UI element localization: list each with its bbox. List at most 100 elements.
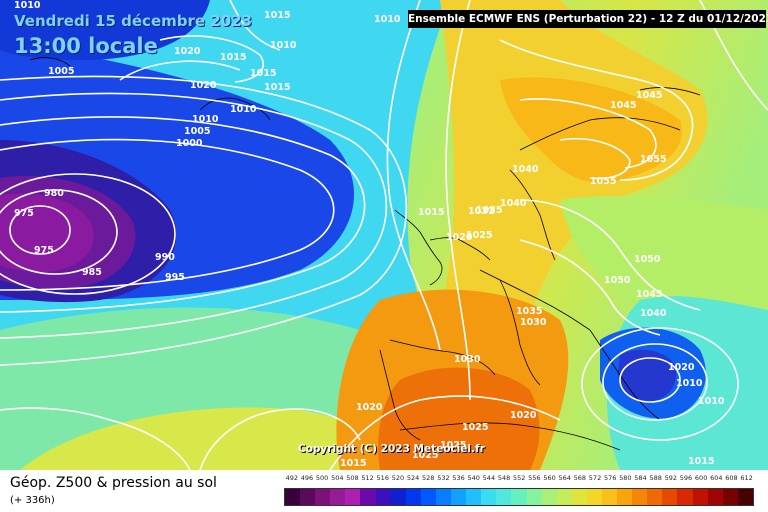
isobar-label: 1015: [688, 456, 714, 467]
scale-tick-label: 528: [422, 474, 435, 482]
isobar-label: 1015: [340, 458, 366, 469]
subtropical-deep-orange: [378, 367, 540, 470]
isobar-label: 1025: [440, 440, 466, 451]
isobar-label: 1025: [412, 450, 438, 461]
scale-swatch: [451, 489, 467, 505]
scale-tick-label: 580: [619, 474, 632, 482]
isobar-label: 1020: [668, 362, 695, 373]
isobar-label: 1010: [676, 378, 703, 389]
map-title: Géop. Z500 & pression au sol: [10, 475, 217, 491]
scale-swatch: [390, 489, 406, 505]
scale-tick-label: 584: [634, 474, 647, 482]
isobars: [0, 0, 768, 470]
isobar-label: 1010: [230, 104, 257, 115]
isobar-label: 1005: [184, 126, 210, 137]
scale-swatch: [526, 489, 542, 505]
scale-tick-label: 540: [467, 474, 480, 482]
scale-tick-label: 612: [740, 474, 753, 482]
scale-tick-label: 604: [710, 474, 723, 482]
scale-tick-label: 572: [588, 474, 602, 482]
scale-swatch: [435, 489, 452, 505]
footer-panel: Géop. Z500 & pression au sol (+ 336h) 49…: [0, 470, 768, 512]
scale-ticks: 492 496 500 504 508 512 516 520 524 528 532 536 540 5…: [284, 474, 754, 485]
color-scale: 492 496 500 504 508 512 516 520 524 528 532 536 540 5…: [284, 474, 754, 510]
isobar-label: 1040: [512, 164, 539, 175]
local-time: 13:00 locale: [14, 34, 158, 58]
scale-swatch: [541, 489, 557, 505]
isobar-label: 1015: [250, 68, 276, 79]
scale-swatch: [632, 489, 648, 505]
scale-swatch: [722, 489, 738, 505]
scale-tick-label: 552: [513, 474, 526, 482]
isobar-label: 985: [82, 267, 102, 278]
scale-tick-label: 496: [300, 474, 314, 482]
isobar-label: 1040: [640, 308, 667, 319]
east-green: [560, 195, 768, 310]
scale-tick-label: 532: [437, 474, 450, 482]
scale-swatch: [466, 489, 482, 505]
isobar-label: 1015: [220, 52, 246, 63]
isobar-label: 995: [165, 272, 185, 283]
isobar-label: 1020: [446, 232, 473, 243]
isobar-label: 1025: [466, 230, 492, 241]
lead-time: (+ 336h): [10, 495, 55, 506]
scale-swatch: [586, 489, 602, 505]
scale-swatch: [662, 489, 678, 505]
isobar-label: 1010: [270, 40, 297, 51]
scale-tick-label: 536: [452, 474, 465, 482]
scale-tick-label: 512: [361, 474, 374, 482]
isobar-label: 1015: [264, 82, 290, 93]
scale-tick-label: 544: [482, 474, 496, 482]
scale-swatch: [375, 489, 391, 505]
isobar-label: 1010: [192, 114, 219, 125]
band-low-center: [0, 193, 94, 272]
scale-swatch: [481, 489, 497, 505]
coastlines: [29, 57, 701, 451]
scale-tick-label: 508: [346, 474, 359, 482]
scale-swatch: [571, 489, 587, 505]
scale-tick-label: 504: [331, 474, 344, 482]
ridge-orange: [500, 77, 682, 183]
scale-tick-label: 560: [543, 474, 556, 482]
scale-tick-label: 520: [391, 474, 405, 482]
isobar-label: 1015: [264, 10, 290, 21]
isobar-label: 1040: [500, 198, 527, 209]
isobar-label: 1045: [636, 90, 662, 101]
isobar-label: 1050: [634, 254, 661, 265]
isobar-label: 1055: [590, 176, 616, 187]
isobar-label: 1020: [190, 80, 217, 91]
scale-tick-label: 588: [649, 474, 662, 482]
band-nw-deep: [0, 0, 210, 60]
scale-swatch: [647, 489, 663, 505]
scale-swatch: [330, 489, 346, 505]
scale-tick-label: 608: [725, 474, 738, 482]
isobar-label: 1020: [510, 410, 537, 421]
scale-swatch: [737, 489, 753, 505]
isobar-label: 980: [44, 188, 64, 199]
isobar-label: 1030: [454, 354, 481, 365]
scale-tick-label: 548: [497, 474, 511, 482]
isobar-label: 1035: [516, 306, 542, 317]
scale-swatch: [420, 489, 436, 505]
scale-tick-label: 596: [679, 474, 693, 482]
isobar-label: 1020: [356, 402, 383, 413]
scale-tick-label: 592: [664, 474, 678, 482]
isobar-label: 1010: [374, 14, 401, 25]
scale-tick-label: 600: [694, 474, 708, 482]
isobar-label: 975: [34, 245, 54, 256]
scale-swatch: [677, 489, 693, 505]
isobar-label: 1000: [176, 138, 203, 149]
scale-tick-label: 524: [406, 474, 420, 482]
model-run-header: Ensemble ECMWF ENS (Perturbation 22) - 1…: [408, 10, 768, 28]
scale-swatch: [617, 489, 633, 505]
scale-tick-label: 492: [285, 474, 298, 482]
scale-swatch: [601, 489, 618, 505]
forecast-date: Vendredi 15 décembre 2023: [14, 12, 253, 30]
isobar-label: 1010: [698, 396, 725, 407]
scale-swatch: [300, 489, 316, 505]
isobar-label: 1055: [640, 154, 666, 165]
isobar-label: 990: [155, 252, 175, 263]
isobar-label: 1025: [462, 422, 488, 433]
